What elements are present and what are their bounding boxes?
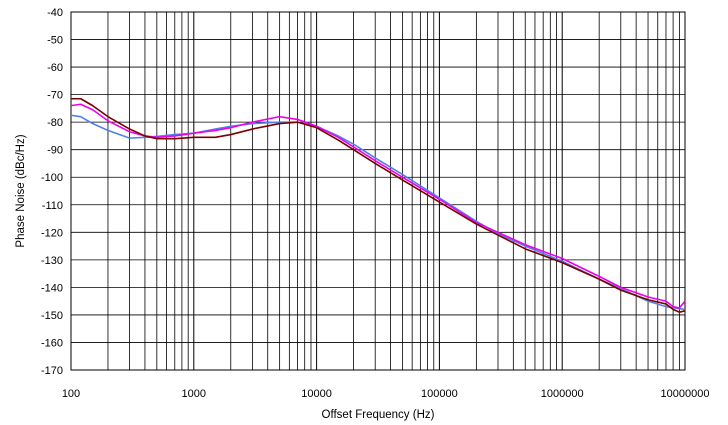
x-tick-label: 1000000 xyxy=(541,388,584,400)
y-tick-label: -140 xyxy=(41,282,63,294)
y-tick-label: -120 xyxy=(41,227,63,239)
x-tick-label: 10000 xyxy=(301,388,332,400)
y-axis-title: Phase Noise (dBc/Hz) xyxy=(15,134,27,247)
y-tick-label: -160 xyxy=(41,337,63,349)
x-tick-label: 100 xyxy=(62,388,80,400)
y-tick-label: -40 xyxy=(47,7,63,19)
y-tick-label: -70 xyxy=(47,90,63,102)
x-axis-tick-labels: 100 1000 10000 100000 1000000 10000000 xyxy=(62,388,710,400)
series-line-3 xyxy=(71,97,686,313)
data-series-lines xyxy=(70,97,686,313)
y-tick-label: -50 xyxy=(47,35,63,47)
y-tick-label: -170 xyxy=(41,365,63,377)
y-tick-label: -60 xyxy=(47,62,63,74)
x-tick-label: 10000000 xyxy=(661,388,710,400)
y-tick-label: -110 xyxy=(42,200,63,212)
x-tick-label: 1000 xyxy=(182,388,206,400)
y-tick-label: -80 xyxy=(47,117,63,129)
y-tick-label: -90 xyxy=(47,145,63,157)
plot-area-frame xyxy=(70,11,686,371)
y-tick-label: -130 xyxy=(41,255,63,267)
y-axis-tick-labels: -40 -50 -60 -70 -80 -90 -100 -110 -120 -130 -140 -1… xyxy=(41,7,63,377)
x-axis-title: Offset Frequency (Hz) xyxy=(322,409,435,421)
y-tick-label: -100 xyxy=(41,172,63,184)
y-tick-label: -150 xyxy=(41,310,63,322)
x-tick-label: 100000 xyxy=(421,388,458,400)
